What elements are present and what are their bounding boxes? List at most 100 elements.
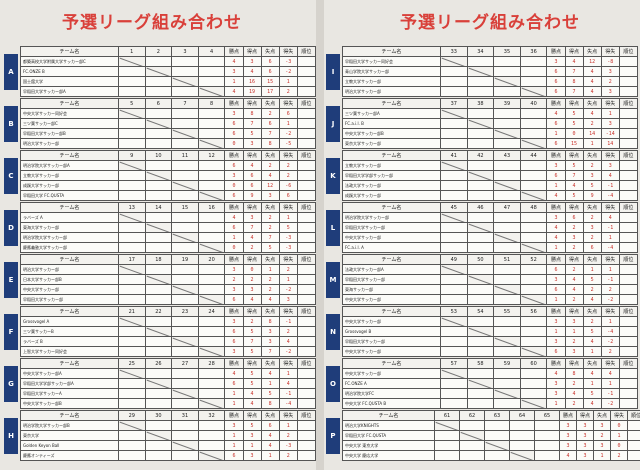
team-header: チーム名 — [20, 254, 119, 265]
match-number: 5 — [117, 98, 146, 109]
table-header-row: チーム名 29 30 31 32 勝点 得点 失点 得失 順位 — [20, 410, 317, 421]
stat-cell: 5 — [564, 160, 584, 171]
result-cell — [197, 420, 226, 431]
points-header: 勝点 — [546, 306, 566, 317]
match-number: 36 — [519, 46, 548, 57]
group-block: I チーム名 33 34 35 36 勝点 得点 失点 得失 順位 早稲田大学サッカー同好会 3 4 12-… — [326, 46, 639, 98]
stat-cell: 1 — [224, 388, 244, 399]
stat-cell: 0 — [224, 180, 244, 191]
stat-cell: 4 — [242, 232, 262, 243]
team-name: FC.a.i.l. A — [342, 242, 441, 253]
result-cell — [484, 450, 510, 461]
table-row: 早稲田大学学部サッカー部A 6 5 1 4 — [20, 378, 317, 389]
stat-cell: -3 — [278, 232, 298, 243]
rank-cell — [618, 222, 639, 233]
match-number: 16 — [197, 202, 226, 213]
team-header: チーム名 — [20, 46, 119, 57]
stat-cell: 3 — [224, 264, 244, 275]
team-header: チーム名 — [20, 98, 119, 109]
table-row: FC.a.i.l. A 1 2 6 -4 — [342, 242, 639, 253]
team-name: FC.a.i.l. B — [342, 118, 441, 129]
diagonal-cell — [439, 264, 468, 275]
stat-cell: 1 — [582, 138, 602, 149]
stat-cell: 2 — [564, 336, 584, 347]
result-cell — [519, 222, 548, 233]
match-number: 1 — [117, 46, 146, 57]
stat-cell: 1 — [582, 378, 602, 389]
stat-cell: 4 — [582, 368, 602, 379]
team-name: FC.ONZE B — [20, 66, 119, 77]
rank-cell — [618, 128, 639, 139]
stat-cell: 3 — [242, 284, 262, 295]
ga-header: 失点 — [582, 254, 602, 265]
gd-header: 得失 — [600, 358, 620, 369]
result-cell — [466, 316, 495, 327]
stat-cell: 3 — [564, 232, 584, 243]
rank-cell — [296, 190, 317, 201]
stat-cell: -1 — [600, 180, 620, 191]
table-row: 中央大学 慶応大学 4 3 1 2 — [342, 450, 640, 461]
result-cell — [144, 180, 173, 191]
rank-cell — [296, 180, 317, 191]
stat-cell: 1 — [546, 294, 566, 305]
group-table: チーム名 53 54 55 56 勝点 得点 失点 得失 順位 中央大学サッカー部 3 3 2 1 Gross… — [342, 306, 639, 357]
match-number: 25 — [117, 358, 146, 369]
result-cell — [439, 274, 468, 285]
stat-cell: 2 — [224, 274, 244, 285]
result-cell — [466, 242, 495, 253]
stat-cell: 1 — [278, 368, 298, 379]
stat-cell: 3 — [546, 56, 566, 67]
result-cell — [171, 160, 199, 171]
diagonal-cell — [117, 108, 146, 119]
group-block: P チーム名 61 62 63 64 65 勝点 得点 失点 得失 順位 明治大学KNIGHTS 3 3 3 0… — [326, 410, 640, 462]
stat-cell: 6 — [224, 326, 244, 337]
result-cell — [466, 232, 495, 243]
result-cell — [117, 336, 146, 347]
rank-cell — [296, 368, 317, 379]
table-row: 立教大学サッカー部 3 6 4 2 — [20, 170, 317, 181]
points-header: 勝点 — [224, 410, 244, 421]
team-name: 慶應オンティーズ — [20, 450, 119, 461]
team-name: 早稲田大学サッカー部A — [20, 86, 119, 97]
stat-cell: 6 — [546, 346, 566, 357]
match-number: 56 — [519, 306, 548, 317]
team-name: 早稲田大学サッカー部 — [342, 336, 441, 347]
stat-cell: 6 — [260, 56, 280, 67]
result-cell — [197, 326, 226, 337]
team-name: 早稲田大学 FC.QUSTA — [342, 430, 435, 441]
rank-cell — [618, 86, 639, 97]
table-row: 中央大学サッカー部B 1 0 14 -14 — [342, 128, 639, 139]
stat-cell: 2 — [278, 450, 298, 461]
sheet-title: 予選リーグ組み合わせ — [62, 13, 242, 33]
group-label: I — [326, 54, 340, 90]
result-cell — [117, 430, 146, 441]
table-row: 上智大学サッカー同好会 3 5 7 -2 — [20, 346, 317, 357]
result-cell — [466, 368, 495, 379]
team-header: チーム名 — [342, 358, 441, 369]
diagonal-cell — [519, 346, 548, 357]
stat-cell: 1 — [546, 128, 566, 139]
stat-cell: 4 — [242, 160, 262, 171]
result-cell — [171, 108, 199, 119]
match-number: 12 — [197, 150, 226, 161]
diagonal-cell — [439, 108, 468, 119]
stat-cell: -5 — [278, 138, 298, 149]
points-header: 勝点 — [546, 202, 566, 213]
rank-cell — [618, 316, 639, 327]
match-number: 35 — [493, 46, 521, 57]
stat-cell: -4 — [278, 398, 298, 409]
result-cell — [144, 336, 173, 347]
rank-cell — [618, 76, 639, 87]
team-name: 中央大学 FC.QUSTA B — [342, 398, 441, 409]
table-header-row: チーム名 1 2 3 4 勝点 得点 失点 得失 順位 — [20, 46, 317, 57]
stat-cell: 3 — [260, 336, 280, 347]
diagonal-cell — [519, 242, 548, 253]
gf-header: 得点 — [564, 358, 584, 369]
stat-cell: -1 — [278, 316, 298, 327]
diagonal-cell — [466, 378, 495, 389]
stat-cell: 6 — [242, 170, 262, 181]
result-cell — [197, 76, 226, 87]
rank-cell — [618, 378, 639, 389]
stat-cell: 2 — [582, 118, 602, 129]
result-cell — [144, 108, 173, 119]
